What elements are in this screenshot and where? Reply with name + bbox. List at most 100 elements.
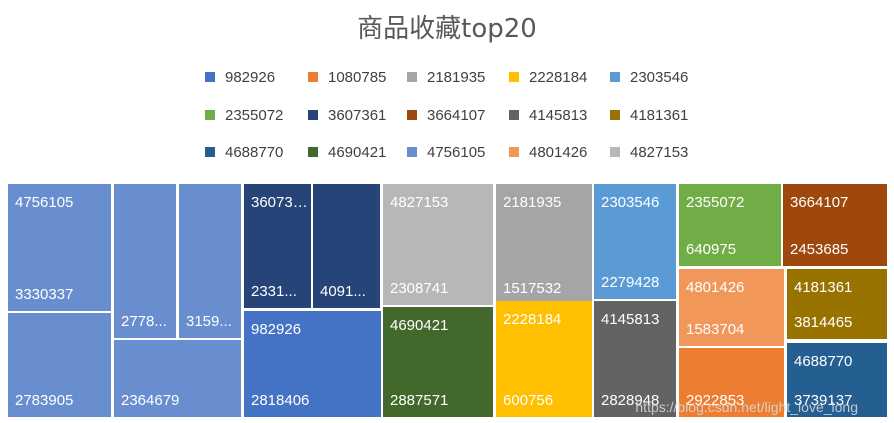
tile-item-label: 3330337 [15,286,74,303]
tile-item-label: 2818406 [251,392,310,409]
legend-item: 1080785 [308,66,386,88]
tile-group-label: 4145813 [601,311,660,328]
tile-item-label: 2887571 [390,392,449,409]
tile-group-label: 2303546 [601,194,660,211]
legend-item: 4181361 [610,104,688,126]
legend-swatch [407,147,417,157]
legend-item: 3664107 [407,104,485,126]
tile-item-label: 2453685 [790,241,849,258]
tile-group-label: 4801426 [686,279,745,296]
legend-item: 4827153 [610,141,688,163]
treemap-tile: 982926 2818406 [244,311,381,417]
tile-group-label: 4756105 [15,194,74,211]
legend-label: 4756105 [427,143,486,161]
tile-group-label: 2181935 [503,194,562,211]
tile-item-label: 2308741 [390,280,449,297]
legend-swatch [308,147,318,157]
tile-item-label: 2279428 [601,274,660,291]
legend-swatch [205,110,215,120]
treemap-tile: 4690421 2887571 [383,307,493,417]
treemap-tile: 2181935 1517532 [496,184,592,305]
legend-label: 4690421 [328,143,387,161]
tile-group-label: 4690421 [390,317,449,334]
legend-label: 4145813 [529,106,588,124]
legend-label: 4827153 [630,143,689,161]
legend-swatch [205,147,215,157]
legend-label: 2355072 [225,106,284,124]
tile-item-label: 3159... [186,313,232,330]
legend-swatch [205,72,215,82]
tile-item-label: 3814465 [794,314,853,331]
treemap-tile: 4801426 1583704 [679,269,784,346]
legend-swatch [509,147,519,157]
tile-item-label: 1583704 [686,321,745,338]
tile-group-label: 2355072 [686,194,745,211]
legend-item: 4690421 [308,141,386,163]
legend-item: 4756105 [407,141,485,163]
tile-group-label: 4688770 [794,353,853,370]
legend-label: 4688770 [225,143,284,161]
legend-item: 2181935 [407,66,485,88]
tile-item-label: 1517532 [503,280,562,297]
legend-label: 3664107 [427,106,486,124]
tile-item-label: 2783905 [15,392,74,409]
tile-item-label: 640975 [686,241,737,258]
treemap-tile: 2364679 [114,340,241,417]
tile-group-label: 3607361 [251,194,309,211]
legend-item: 982926 [205,66,275,88]
legend-item: 4145813 [509,104,587,126]
legend-label: 4801426 [529,143,588,161]
legend-swatch [308,72,318,82]
tile-group-label: 2228184 [503,311,562,328]
treemap-tile: 2228184 600756 [496,301,592,417]
legend-swatch [509,110,519,120]
treemap-tile: 4091... [313,184,380,308]
treemap-tile: 4756105 3330337 [8,184,111,311]
legend-label: 4181361 [630,106,689,124]
treemap-tile: 2355072 640975 [679,184,781,266]
treemap-tile: 4181361 3814465 [787,269,887,339]
legend-label: 982926 [225,68,276,86]
legend-item: 4688770 [205,141,283,163]
legend-item: 2355072 [205,104,283,126]
treemap-tile: 2783905 [8,313,111,417]
legend-swatch [509,72,519,82]
tile-item-label: 2331... [251,283,297,300]
tile-item-label: 4091... [320,283,366,300]
treemap-tile: 2303546 2279428 [594,184,676,299]
tile-item-label: 2778... [121,313,167,330]
legend-item: 2303546 [610,66,688,88]
tile-item-label: 2364679 [121,392,180,409]
legend-item: 4801426 [509,141,587,163]
treemap-tile: 3664107 2453685 [783,184,887,266]
legend-swatch [407,72,417,82]
tile-group-label: 4827153 [390,194,449,211]
tile-group-label: 3664107 [790,194,849,211]
legend-label: 2181935 [427,68,486,86]
legend-item: 2228184 [509,66,587,88]
legend-label: 2228184 [529,68,588,86]
legend-label: 3607361 [328,106,387,124]
tile-item-label: 600756 [503,392,554,409]
legend-label: 2303546 [630,68,689,86]
legend: 982926 1080785 2181935 2228184 2303546 235507… [205,66,725,166]
tile-group-label: 982926 [251,321,302,338]
legend-label: 1080785 [328,68,387,86]
treemap-tile: 2778... [114,184,176,338]
legend-swatch [610,110,620,120]
legend-swatch [407,110,417,120]
treemap-tile: 2922853 [679,348,784,417]
tile-group-label: 4181361 [794,279,853,296]
chart-title: 商品收藏top20 [357,14,537,44]
treemap-tile: 4688770 3739137 [787,343,887,417]
watermark: https://blog.csdn.net/light_love_long [635,399,858,415]
treemap-tile: 3607361 2331... [244,184,311,308]
treemap-tile: 4827153 2308741 [383,184,493,305]
legend-swatch [610,72,620,82]
legend-swatch [308,110,318,120]
legend-swatch [610,147,620,157]
treemap-tile: 3159... [179,184,241,338]
treemap-tile: 4145813 2828948 [594,301,676,417]
legend-item: 3607361 [308,104,386,126]
